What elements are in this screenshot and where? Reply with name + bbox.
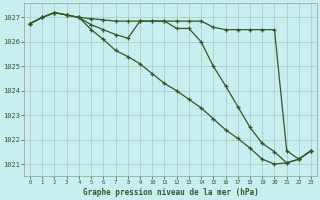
- X-axis label: Graphe pression niveau de la mer (hPa): Graphe pression niveau de la mer (hPa): [83, 188, 259, 197]
